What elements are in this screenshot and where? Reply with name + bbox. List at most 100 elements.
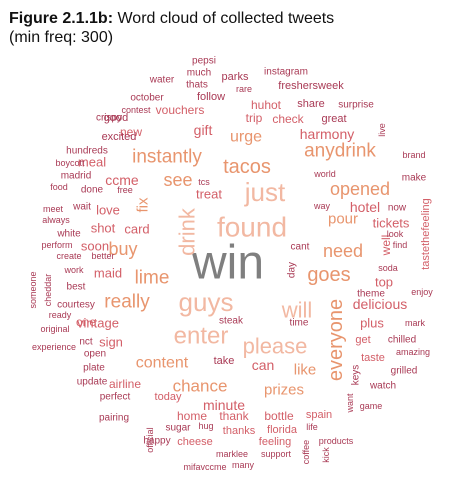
word-thank: thank bbox=[219, 409, 249, 423]
word-harmony: harmony bbox=[300, 126, 354, 142]
word-madrid: madrid bbox=[61, 171, 92, 182]
word-crispy: crispy bbox=[96, 113, 122, 124]
word-take: take bbox=[214, 355, 235, 367]
word-new: new bbox=[120, 125, 142, 139]
word-meal: meal bbox=[78, 155, 106, 170]
word-excited: excited bbox=[102, 131, 137, 143]
word-anydrink: anydrink bbox=[304, 141, 376, 162]
word-experience: experience bbox=[32, 342, 76, 352]
word-really: really bbox=[104, 292, 150, 313]
word-follow: follow bbox=[197, 91, 225, 103]
word-will: will bbox=[281, 298, 313, 323]
word-chance: chance bbox=[173, 377, 228, 396]
word-october: october bbox=[130, 93, 164, 104]
word-thats: thats bbox=[186, 80, 208, 91]
word-hundreds: hundreds bbox=[66, 146, 108, 157]
word-one: one bbox=[76, 315, 96, 329]
word-spain: spain bbox=[306, 409, 332, 421]
word-steak: steak bbox=[219, 316, 244, 327]
word-vintage: vintage bbox=[77, 316, 119, 331]
word-wait: wait bbox=[72, 202, 91, 213]
word-tcs: tcs bbox=[198, 177, 210, 187]
word-done: done bbox=[81, 185, 104, 196]
word-much: much bbox=[187, 68, 211, 79]
word-enjoy: enjoy bbox=[411, 287, 433, 297]
word-treat: treat bbox=[196, 187, 222, 202]
word-time: time bbox=[290, 318, 309, 329]
word-pepsi: pepsi bbox=[192, 56, 216, 67]
word-coffee: coffee bbox=[301, 440, 311, 464]
word-open: open bbox=[84, 349, 106, 360]
word-shot: shot bbox=[91, 221, 116, 236]
word-cheddar: cheddar bbox=[43, 274, 53, 307]
word-huhot: huhot bbox=[251, 98, 282, 112]
word-buy: buy bbox=[108, 239, 137, 259]
word-find: find bbox=[393, 240, 408, 250]
word-chilled: chilled bbox=[388, 335, 416, 346]
word-maid: maid bbox=[94, 266, 122, 281]
word-hug: hug bbox=[198, 421, 213, 431]
word-free: free bbox=[117, 185, 133, 195]
word-white: white bbox=[56, 229, 81, 240]
word-drink: drink bbox=[175, 207, 200, 256]
word-look: look bbox=[387, 229, 404, 239]
word-win: win bbox=[191, 237, 264, 290]
word-boycott: boycott bbox=[55, 158, 85, 168]
word-theme: theme bbox=[357, 289, 385, 300]
figure-title: Word cloud of collected tweets bbox=[113, 10, 335, 27]
word-keys: keys bbox=[351, 365, 362, 386]
word-meet: meet bbox=[43, 204, 64, 214]
figure-subtitle: (min freq: 300) bbox=[9, 29, 114, 46]
word-get: get bbox=[355, 334, 370, 346]
word-nct: nct bbox=[79, 337, 93, 348]
word-marklee: marklee bbox=[216, 449, 248, 459]
word-taste: taste bbox=[361, 352, 385, 364]
word-cheese: cheese bbox=[177, 436, 212, 448]
word-freshersweek: freshersweek bbox=[278, 80, 344, 92]
word-urge: urge bbox=[230, 129, 262, 146]
word-brand: brand bbox=[402, 150, 425, 160]
word-amazing: amazing bbox=[396, 347, 430, 357]
word-love: love bbox=[96, 203, 120, 218]
word-ready: ready bbox=[49, 310, 72, 320]
word-soon: soon bbox=[81, 239, 109, 254]
word-can: can bbox=[252, 357, 275, 373]
word-fix: fix bbox=[135, 197, 152, 213]
word-world: world bbox=[313, 169, 336, 179]
word-hotel: hotel bbox=[350, 199, 380, 215]
word-instantly: instantly bbox=[132, 147, 202, 168]
word-thanks: thanks bbox=[223, 425, 256, 437]
word-check: check bbox=[272, 112, 304, 126]
word-just: just bbox=[244, 177, 286, 207]
word-guys: guys bbox=[179, 287, 234, 317]
word-vouchers: vouchers bbox=[156, 103, 205, 117]
word-mark: mark bbox=[405, 318, 425, 328]
word-everyone: everyone bbox=[325, 299, 347, 381]
word-best: best bbox=[67, 282, 86, 293]
word-make: make bbox=[402, 173, 427, 184]
word-bottle: bottle bbox=[264, 409, 294, 423]
word-official: official bbox=[145, 427, 155, 452]
word-products: products bbox=[319, 436, 354, 446]
word-grilled: grilled bbox=[391, 366, 418, 377]
word-today: today bbox=[155, 391, 182, 403]
word-airline: airline bbox=[109, 377, 141, 391]
word-trip: trip bbox=[246, 111, 263, 125]
word-sugar: sugar bbox=[165, 423, 191, 434]
word-happy: happy bbox=[143, 436, 170, 447]
word-tacos: tacos bbox=[223, 156, 271, 178]
word-found: found bbox=[217, 212, 287, 243]
word-top: top bbox=[375, 275, 393, 290]
word-well: well bbox=[379, 235, 393, 257]
word-rare: rare bbox=[236, 84, 252, 94]
word-surprise: surprise bbox=[338, 100, 374, 111]
word-plus: plus bbox=[360, 316, 384, 331]
word-plate: plate bbox=[83, 363, 105, 374]
word-food: food bbox=[50, 182, 68, 192]
word-pairing: pairing bbox=[99, 413, 129, 424]
word-way: way bbox=[313, 201, 331, 211]
word-now: now bbox=[388, 203, 407, 214]
word-prizes: prizes bbox=[264, 382, 304, 399]
word-original: original bbox=[40, 324, 69, 334]
